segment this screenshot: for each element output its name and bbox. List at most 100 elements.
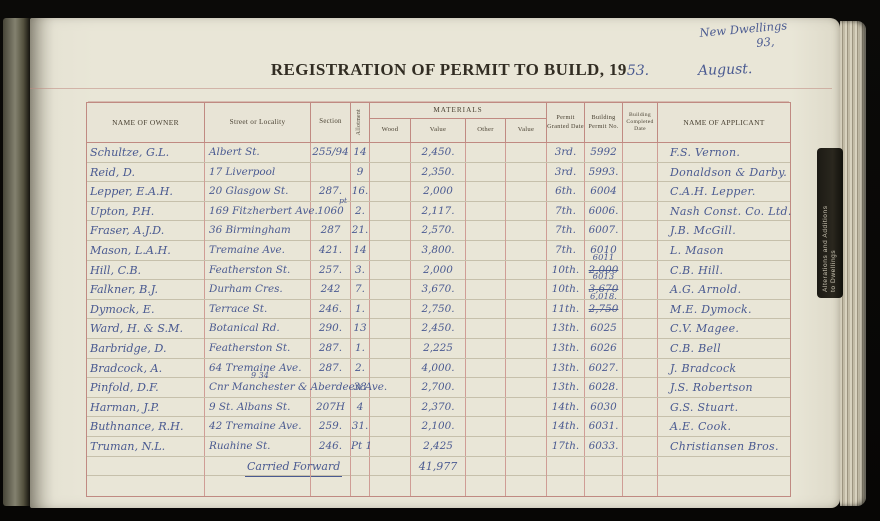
cell-section: 207H xyxy=(311,397,351,417)
cell-allot: 16. xyxy=(351,182,370,202)
permit-no-struck: 3,670 xyxy=(588,283,619,296)
cell-value2 xyxy=(506,143,547,163)
cell-app: A.E. Cook. xyxy=(670,420,732,434)
header-street: Street or Locality xyxy=(205,103,311,142)
cell-street: Featherston St. xyxy=(205,260,311,280)
cell-other xyxy=(466,299,506,319)
cell-owner: Ward, H. & S.M. xyxy=(87,319,205,339)
cell-value2 xyxy=(506,456,547,477)
permit-table: NAME OF OWNER Street or Locality Section… xyxy=(86,102,791,497)
cell-permit xyxy=(585,476,623,496)
cell-wood xyxy=(370,221,411,241)
table-row: Reid, D. 17 Liverpool 9 2,350. 3rd. 5993. Dona… xyxy=(87,162,790,183)
cell-owner xyxy=(87,476,205,496)
cell-value: 2,700. xyxy=(411,378,466,398)
cell-other xyxy=(466,221,506,241)
cell-street: 64 Tremaine Ave. xyxy=(205,358,311,378)
cell-wood xyxy=(370,280,411,300)
cell-completed xyxy=(623,260,658,280)
cell-value2 xyxy=(506,319,547,339)
ledger-page: New Dwellings 93, REGISTRATION OF PERMIT… xyxy=(30,18,840,508)
cell-app: M.E. Dymock. xyxy=(670,302,752,316)
cell-date: 10th. xyxy=(547,260,585,280)
table-rows: Schultze, G.L. Albert St. 255/94 14 2,450. 3r… xyxy=(87,143,792,496)
cell-value2 xyxy=(506,476,547,496)
cell-app: C.B. Bell xyxy=(670,341,721,355)
cell-other xyxy=(466,436,506,457)
cell-section: 287. xyxy=(311,338,351,359)
cell-value2 xyxy=(506,260,547,280)
cell-section: 255/94 xyxy=(311,143,351,163)
cell-wood xyxy=(370,417,411,437)
cell-date: 3rd. xyxy=(547,162,585,182)
cell-section xyxy=(311,476,351,496)
table-row: Bradcock, A. 64 Tremaine Ave. 287. 2. 4,000.… xyxy=(87,358,790,379)
cell-allot: 7. xyxy=(351,280,370,300)
cell-street: 17 Liverpool xyxy=(205,162,311,182)
cell-other xyxy=(466,319,506,339)
cell-allot: 21. xyxy=(351,221,370,241)
cell-section: 242 xyxy=(311,280,351,300)
cell-date: 10th. xyxy=(547,280,585,300)
cell-app: Donaldson & Darby. xyxy=(670,165,788,179)
cell-value: 2,100. xyxy=(411,417,466,437)
cell-value: 3,670. xyxy=(411,280,466,300)
cell-app: C.V. Magee. xyxy=(670,322,740,336)
section-tab[interactable]: Alterations and Additions to Dwellings xyxy=(817,148,843,298)
table-row: Mason, L.A.H. Tremaine Ave. 421. 14 3,800. 7t… xyxy=(87,240,790,261)
cell-date: 7th. xyxy=(547,240,585,261)
table-row: Lepper, E.A.H. 20 Glasgow St. 287. 16. 2,000… xyxy=(87,182,790,202)
cell-owner: Hill, C.B. xyxy=(87,260,205,280)
table-row: Pinfold, D.F. Cnr Manchester & Aberdeen A… xyxy=(87,372,790,398)
cell-street: 36 Birmingham xyxy=(205,221,311,241)
cell-other xyxy=(466,338,506,359)
cell-value: 2,750. xyxy=(411,299,466,319)
table-row-blank xyxy=(87,476,790,496)
page-title: REGISTRATION OF PERMIT TO BUILD, 19 xyxy=(270,60,627,79)
cell-allot: 2. xyxy=(351,358,370,378)
cell-completed xyxy=(623,280,658,300)
cell-street: Ruahine St. xyxy=(205,436,311,457)
cell-other xyxy=(466,378,506,398)
cell-completed xyxy=(623,358,658,378)
cell-date: 6th. xyxy=(547,182,585,202)
header-allotment: Allotment xyxy=(351,103,370,142)
cell-completed xyxy=(623,476,658,496)
cell-value2 xyxy=(506,397,547,417)
cell-value: 2,225 xyxy=(411,338,466,359)
cell-app: Nash Const. Co. Ltd. xyxy=(670,204,792,218)
cell-value2 xyxy=(506,299,547,319)
title-row: REGISTRATION OF PERMIT TO BUILD, 1953. xyxy=(30,60,840,80)
cell-completed xyxy=(623,143,658,163)
table-row: Truman, N.L. Ruahine St. 246. Pt 1 2,425 17th… xyxy=(87,436,790,457)
header-section: Section xyxy=(311,103,351,142)
cell-date: 11th. xyxy=(547,299,585,319)
cell-other xyxy=(466,280,506,300)
cell-allot: 1. xyxy=(351,299,370,319)
cell-permit: 6031. xyxy=(585,417,623,437)
cell-value2 xyxy=(506,338,547,359)
header-permit-no: Building Permit No. xyxy=(585,103,623,142)
cell-date: 14th. xyxy=(547,397,585,417)
cell-owner: Mason, L.A.H. xyxy=(87,240,205,261)
cell-app: L. Mason xyxy=(670,243,724,257)
cell-owner: Buthnance, R.H. xyxy=(87,417,205,437)
table-row: Falkner, B.J. Durham Cres. 242 7. 3,670. 10th… xyxy=(87,273,790,300)
cell-allot: 4 xyxy=(351,397,370,417)
cell-wood xyxy=(370,260,411,280)
cell-value2 xyxy=(506,417,547,437)
cell-value xyxy=(411,476,466,496)
cell-permit: 6025 xyxy=(585,319,623,339)
cell-owner: Bradcock, A. xyxy=(87,358,205,378)
permit-no-struck: 2,750 xyxy=(588,302,619,315)
cell-owner xyxy=(87,456,205,477)
cell-wood xyxy=(370,240,411,261)
cell-street: 42 Tremaine Ave. xyxy=(205,417,311,437)
cell-section: 287 xyxy=(311,221,351,241)
cell-street: Carried Forward xyxy=(205,456,343,477)
cell-date: 7th. xyxy=(547,221,585,241)
table-row: Schultze, G.L. Albert St. 255/94 14 2,450. 3r… xyxy=(87,143,790,163)
month-handwritten: August. xyxy=(697,61,753,79)
header-wood: Wood xyxy=(370,119,411,142)
